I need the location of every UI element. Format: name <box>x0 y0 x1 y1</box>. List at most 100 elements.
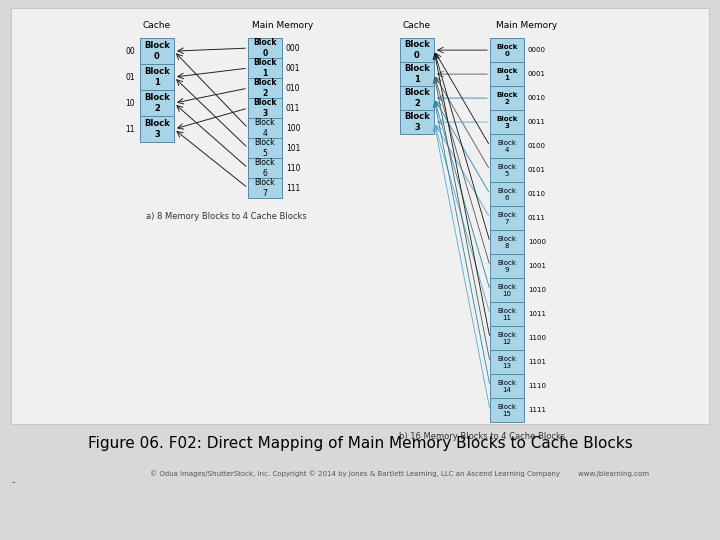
Text: 100: 100 <box>286 124 300 133</box>
Text: 111: 111 <box>286 184 300 193</box>
Text: 0111: 0111 <box>528 215 546 221</box>
Text: Block
11: Block 11 <box>498 308 516 321</box>
FancyBboxPatch shape <box>248 58 282 78</box>
FancyBboxPatch shape <box>140 90 174 116</box>
FancyBboxPatch shape <box>490 350 524 374</box>
Text: 1011: 1011 <box>528 311 546 317</box>
Text: Block
14: Block 14 <box>498 380 516 393</box>
FancyBboxPatch shape <box>140 38 174 64</box>
FancyBboxPatch shape <box>400 62 434 86</box>
Text: Block
9: Block 9 <box>498 260 516 273</box>
FancyBboxPatch shape <box>248 78 282 98</box>
FancyBboxPatch shape <box>140 116 174 142</box>
FancyBboxPatch shape <box>248 98 282 118</box>
Text: 1101: 1101 <box>528 359 546 365</box>
Text: Block
2: Block 2 <box>144 93 170 113</box>
Text: Block
5: Block 5 <box>498 164 516 177</box>
Text: 0000: 0000 <box>528 47 546 53</box>
FancyBboxPatch shape <box>400 86 434 110</box>
FancyBboxPatch shape <box>490 230 524 254</box>
Text: Block
12: Block 12 <box>498 332 516 345</box>
FancyBboxPatch shape <box>490 110 524 134</box>
Text: Block
2: Block 2 <box>404 89 430 108</box>
Text: Figure 06. F02: Direct Mapping of Main Memory Blocks to Cache Blocks: Figure 06. F02: Direct Mapping of Main M… <box>88 436 632 451</box>
Text: Block
1: Block 1 <box>404 64 430 84</box>
Text: Block
1: Block 1 <box>253 58 276 78</box>
Text: 11: 11 <box>125 125 135 133</box>
Text: 001: 001 <box>286 64 300 72</box>
Text: 0110: 0110 <box>528 191 546 197</box>
Text: 0010: 0010 <box>528 95 546 101</box>
Text: Block
3: Block 3 <box>144 119 170 139</box>
Text: Cache: Cache <box>143 21 171 30</box>
FancyBboxPatch shape <box>490 254 524 278</box>
FancyBboxPatch shape <box>490 182 524 206</box>
FancyBboxPatch shape <box>140 64 174 90</box>
Text: Block
7: Block 7 <box>255 178 275 198</box>
FancyBboxPatch shape <box>490 278 524 302</box>
Text: 101: 101 <box>286 144 300 153</box>
Text: a) 8 Memory Blocks to 4 Cache Blocks: a) 8 Memory Blocks to 4 Cache Blocks <box>145 212 307 221</box>
Text: Main Memory: Main Memory <box>253 21 314 30</box>
Text: Main Memory: Main Memory <box>496 21 557 30</box>
FancyBboxPatch shape <box>400 110 434 134</box>
Text: © Odua Images/ShutterStock, Inc. Copyright © 2014 by Jones & Bartlett Learning, : © Odua Images/ShutterStock, Inc. Copyrig… <box>150 470 649 477</box>
Text: 1111: 1111 <box>528 407 546 413</box>
Text: Block
6: Block 6 <box>498 187 516 200</box>
Text: Block
8: Block 8 <box>498 235 516 248</box>
Text: Block
15: Block 15 <box>498 403 516 416</box>
Text: Block
3: Block 3 <box>496 116 518 129</box>
Text: Block
7: Block 7 <box>498 212 516 225</box>
FancyBboxPatch shape <box>490 158 524 182</box>
Text: Block
6: Block 6 <box>255 158 275 178</box>
Text: Block
4: Block 4 <box>498 140 516 153</box>
FancyBboxPatch shape <box>11 8 709 424</box>
Text: Block
10: Block 10 <box>498 284 516 296</box>
FancyBboxPatch shape <box>248 158 282 178</box>
FancyBboxPatch shape <box>490 86 524 110</box>
Text: 0011: 0011 <box>528 119 546 125</box>
Text: Block
0: Block 0 <box>496 44 518 57</box>
Text: 110: 110 <box>286 164 300 173</box>
Text: 1110: 1110 <box>528 383 546 389</box>
Text: 1001: 1001 <box>528 263 546 269</box>
Text: 000: 000 <box>286 44 301 52</box>
Text: 011: 011 <box>286 104 300 113</box>
Text: Block
0: Block 0 <box>144 42 170 61</box>
Text: 1100: 1100 <box>528 335 546 341</box>
Text: 1010: 1010 <box>528 287 546 293</box>
FancyBboxPatch shape <box>248 38 282 58</box>
FancyBboxPatch shape <box>490 398 524 422</box>
FancyBboxPatch shape <box>248 178 282 198</box>
Text: Block
1: Block 1 <box>144 68 170 87</box>
FancyBboxPatch shape <box>490 134 524 158</box>
FancyBboxPatch shape <box>490 38 524 62</box>
Text: Block
0: Block 0 <box>404 40 430 60</box>
FancyBboxPatch shape <box>490 302 524 326</box>
FancyBboxPatch shape <box>490 326 524 350</box>
Text: 10: 10 <box>125 99 135 107</box>
Text: Block
3: Block 3 <box>404 112 430 132</box>
Text: 0101: 0101 <box>528 167 546 173</box>
Text: b) 16 Memory Blocks to 4 Cache Blocks: b) 16 Memory Blocks to 4 Cache Blocks <box>399 432 565 441</box>
FancyBboxPatch shape <box>490 374 524 398</box>
FancyBboxPatch shape <box>400 38 434 62</box>
Text: Block
2: Block 2 <box>253 78 276 98</box>
Text: Block
2: Block 2 <box>496 92 518 105</box>
Text: 01: 01 <box>125 72 135 82</box>
Text: 1000: 1000 <box>528 239 546 245</box>
FancyBboxPatch shape <box>248 138 282 158</box>
FancyBboxPatch shape <box>490 206 524 230</box>
Text: Cache: Cache <box>403 21 431 30</box>
FancyBboxPatch shape <box>248 118 282 138</box>
Text: Block
5: Block 5 <box>255 138 275 158</box>
Text: 0100: 0100 <box>528 143 546 149</box>
FancyBboxPatch shape <box>490 62 524 86</box>
Text: 010: 010 <box>286 84 300 92</box>
Text: 00: 00 <box>125 46 135 56</box>
Text: Block
0: Block 0 <box>253 38 276 58</box>
Text: 0001: 0001 <box>528 71 546 77</box>
Text: Block
4: Block 4 <box>255 118 275 138</box>
Text: Block
3: Block 3 <box>253 98 276 118</box>
Text: Block
1: Block 1 <box>496 68 518 80</box>
